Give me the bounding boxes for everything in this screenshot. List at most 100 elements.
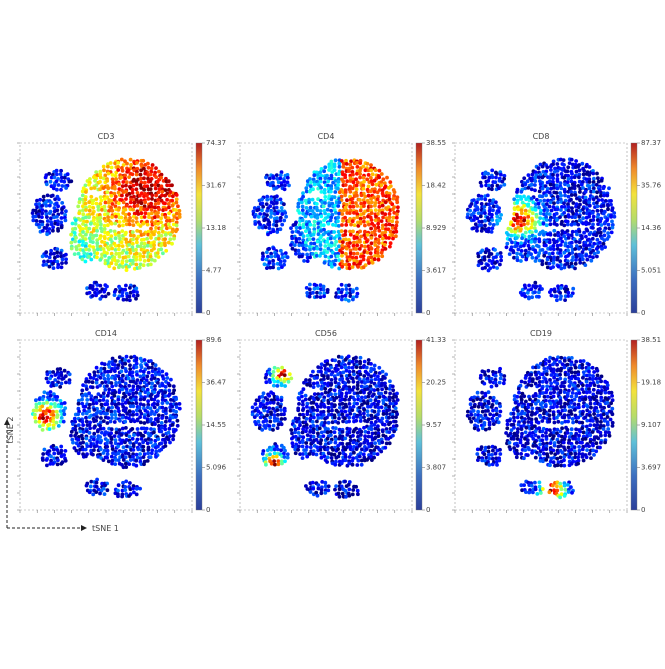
cell-point xyxy=(51,225,55,229)
cell-point xyxy=(533,222,537,226)
cell-point xyxy=(487,269,491,273)
cell-point xyxy=(374,168,378,172)
cell-point xyxy=(156,445,160,449)
cell-point xyxy=(102,165,106,169)
cell-point xyxy=(592,177,596,181)
cell-point xyxy=(91,288,95,292)
cell-point xyxy=(283,455,287,459)
cell-point xyxy=(68,372,72,376)
cell-point xyxy=(551,265,555,269)
cell-point xyxy=(556,201,560,205)
cell-point xyxy=(45,215,49,219)
cell-point xyxy=(31,219,35,223)
colorbar-tick-label: 35.76 xyxy=(641,182,662,190)
cell-point xyxy=(132,195,136,199)
cell-point xyxy=(370,241,374,245)
cell-point xyxy=(376,197,380,201)
cell-point xyxy=(329,440,333,444)
cell-point xyxy=(372,452,376,456)
cell-point xyxy=(176,419,180,423)
cell-point xyxy=(117,458,121,462)
cell-point xyxy=(355,204,359,208)
cell-point xyxy=(290,437,294,441)
cell-point xyxy=(156,409,160,413)
cell-point xyxy=(598,241,602,245)
cell-point xyxy=(125,193,129,197)
cell-point xyxy=(570,241,574,245)
cell-point xyxy=(121,387,125,391)
cell-point xyxy=(162,377,166,381)
cell-point xyxy=(131,404,135,408)
cell-point xyxy=(138,487,142,491)
cell-point xyxy=(135,182,139,186)
cell-point xyxy=(149,173,153,177)
cell-point xyxy=(161,433,165,437)
cell-point xyxy=(526,215,530,219)
cell-point xyxy=(387,194,391,198)
cell-point xyxy=(379,183,383,187)
cell-point xyxy=(347,366,351,370)
cell-point xyxy=(48,427,52,431)
colorbar-tick-label: 14.55 xyxy=(206,421,226,429)
cell-point xyxy=(487,218,491,222)
cell-point xyxy=(338,487,342,491)
cell-point xyxy=(570,206,574,210)
cell-point xyxy=(325,448,329,452)
cell-point xyxy=(81,437,85,441)
cell-point xyxy=(355,365,359,369)
cell-point xyxy=(128,481,132,485)
cell-point xyxy=(91,493,95,497)
cell-point xyxy=(603,222,607,226)
cell-point xyxy=(60,216,64,220)
cell-point xyxy=(334,158,338,162)
cell-point xyxy=(113,394,117,398)
cell-point xyxy=(84,233,88,237)
cell-point xyxy=(165,416,169,420)
cell-point xyxy=(380,387,384,391)
cell-point xyxy=(329,433,333,437)
cell-point xyxy=(599,223,603,227)
cell-point xyxy=(77,244,81,248)
cell-point xyxy=(71,441,75,445)
cell-point xyxy=(167,431,171,435)
cell-point xyxy=(490,184,494,188)
cell-point xyxy=(131,219,135,223)
cell-point xyxy=(113,420,117,424)
cell-point xyxy=(63,401,67,405)
cell-point xyxy=(395,213,399,217)
cell-point xyxy=(123,440,127,444)
cell-point xyxy=(56,229,60,233)
cell-point xyxy=(297,445,301,449)
cell-point xyxy=(102,373,106,377)
cell-point xyxy=(122,445,126,449)
cell-point xyxy=(276,384,280,388)
cell-point xyxy=(124,394,128,398)
cell-point xyxy=(58,385,62,389)
cell-point xyxy=(170,405,174,409)
cell-point xyxy=(564,215,568,219)
cell-point xyxy=(370,200,374,204)
cell-point xyxy=(340,265,344,269)
cell-point xyxy=(34,420,38,424)
cell-point xyxy=(153,406,157,410)
cell-point xyxy=(362,415,366,419)
cell-point xyxy=(377,434,381,438)
cell-point xyxy=(131,208,135,212)
cell-point xyxy=(365,447,369,451)
cell-point xyxy=(556,173,560,177)
cell-point xyxy=(312,173,316,177)
cell-point xyxy=(549,247,553,251)
cell-point xyxy=(264,380,268,384)
cell-point xyxy=(103,236,107,240)
cell-point xyxy=(92,432,96,436)
cell-point xyxy=(174,415,178,419)
cell-point xyxy=(316,494,320,498)
cell-point xyxy=(352,441,356,445)
cell-point xyxy=(99,216,103,220)
cell-point xyxy=(559,181,563,185)
cell-point xyxy=(56,254,60,258)
cell-point xyxy=(358,455,362,459)
cell-point xyxy=(93,186,97,190)
cell-point xyxy=(98,424,102,428)
